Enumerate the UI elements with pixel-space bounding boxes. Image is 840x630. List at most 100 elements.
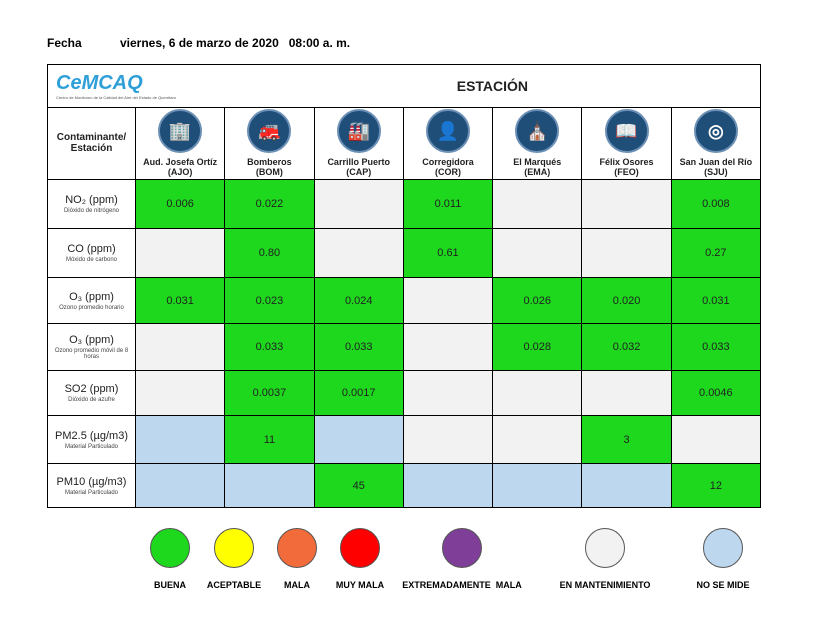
pollutant-label: NO₂ (ppm) Dióxido de nitrógeno bbox=[47, 179, 136, 229]
value-cell bbox=[134, 228, 226, 278]
legend-label: EN MANTENIMIENTO bbox=[559, 580, 651, 590]
value-cell bbox=[134, 323, 226, 371]
value-cell: 0.024 bbox=[313, 277, 404, 324]
station-name: Carrillo Puerto bbox=[327, 157, 390, 167]
building-icon: 🏢 bbox=[158, 109, 203, 153]
value-cell bbox=[402, 370, 494, 416]
legend-color-dot bbox=[277, 528, 317, 568]
value-cell bbox=[313, 179, 404, 229]
pollutant-label: CO (ppm) Móxido de carbono bbox=[47, 228, 136, 278]
table-row: O₃ (ppm) Ozono promedio horario 0.031 0.023… bbox=[47, 277, 762, 324]
fecha-value: viernes, 6 de marzo de 2020 08:00 a. m. bbox=[120, 36, 351, 50]
table-row: O₃ (ppm) Ozono promedio móvil de 8 horas 0… bbox=[47, 323, 762, 371]
value-cell: 0.028 bbox=[492, 323, 583, 371]
value-cell: 0.0046 bbox=[670, 370, 762, 416]
station-name: Bomberos bbox=[247, 157, 292, 167]
table-row: CO (ppm) Móxido de carbono 0.80 0.61 0.27 bbox=[47, 228, 762, 278]
value-cell: 0.033 bbox=[313, 323, 404, 371]
station-header: 🏢 Aud. Josefa Ortíz (AJO) bbox=[134, 107, 226, 180]
value-cell: 11 bbox=[224, 415, 315, 464]
value-cell: 12 bbox=[670, 463, 762, 508]
cemcaq-logo: CeMCAQ Centro de Monitoreo de la Calidad… bbox=[46, 64, 225, 108]
station-code: (BOM) bbox=[255, 167, 283, 177]
legend-item: MALA bbox=[272, 528, 322, 590]
station-header: 👤 Corregidora (COR) bbox=[402, 107, 494, 180]
factory-icon: 🏭 bbox=[336, 109, 381, 153]
legend-color-dot bbox=[340, 528, 380, 568]
station-code: (SJU) bbox=[704, 167, 728, 177]
station-code: (FEO) bbox=[614, 167, 639, 177]
legend-item: NO SE MIDE bbox=[688, 528, 758, 590]
value-cell: 0.0037 bbox=[224, 370, 315, 416]
value-cell: 0.033 bbox=[224, 323, 315, 371]
value-cell bbox=[402, 415, 494, 464]
table-title: ESTACIÓN bbox=[224, 64, 761, 108]
value-cell: 0.033 bbox=[670, 323, 762, 371]
station-name: Aud. Josefa Ortíz bbox=[143, 157, 218, 167]
pollutant-label: PM10 (µg/m3) Material Particulado bbox=[47, 463, 136, 508]
value-cell: 0.011 bbox=[402, 179, 494, 229]
station-header: 📖 Félix Osores (FEO) bbox=[581, 107, 672, 180]
table-row: PM2.5 (µg/m3) Material Particulado 11 3 bbox=[47, 415, 762, 464]
legend-label: MUY MALA bbox=[335, 580, 385, 590]
station-name: Félix Osores bbox=[599, 157, 654, 167]
value-cell: 45 bbox=[313, 463, 404, 508]
value-cell bbox=[402, 277, 494, 324]
value-cell bbox=[134, 415, 226, 464]
value-cell bbox=[581, 179, 672, 229]
value-cell bbox=[224, 463, 315, 508]
value-cell: 0.80 bbox=[224, 228, 315, 278]
pollutant-label: PM2.5 (µg/m3) Material Particulado bbox=[47, 415, 136, 464]
station-code: (EMA) bbox=[524, 167, 551, 177]
value-cell bbox=[581, 370, 672, 416]
value-cell: 0.032 bbox=[581, 323, 672, 371]
church-icon: ⛪ bbox=[515, 109, 560, 153]
fire-truck-icon: 🚒 bbox=[247, 109, 292, 153]
legend-color-dot bbox=[150, 528, 190, 568]
value-cell bbox=[402, 463, 494, 508]
value-cell: 0.0017 bbox=[313, 370, 404, 416]
legend-color-dot bbox=[442, 528, 482, 568]
legend-color-dot bbox=[214, 528, 254, 568]
value-cell: 0.026 bbox=[492, 277, 583, 324]
station-code: (CAP) bbox=[346, 167, 372, 177]
table-row: PM10 (µg/m3) Material Particulado 45 12 bbox=[47, 463, 762, 508]
value-cell bbox=[402, 323, 494, 371]
station-header: ⛪ El Marqués (EMA) bbox=[492, 107, 583, 180]
legend-item: EN MANTENIMIENTO bbox=[550, 528, 660, 590]
value-cell bbox=[492, 179, 583, 229]
air-quality-table: CeMCAQ Centro de Monitoreo de la Calidad… bbox=[46, 64, 762, 508]
corner-header: Contaminante/ Estación bbox=[47, 107, 136, 180]
legend-color-dot bbox=[585, 528, 625, 568]
station-name: El Marqués bbox=[513, 157, 562, 167]
value-cell bbox=[492, 415, 583, 464]
value-cell: 3 bbox=[581, 415, 672, 464]
value-cell: 0.031 bbox=[134, 277, 226, 324]
person-head-icon: 👤 bbox=[425, 109, 470, 153]
legend-item: EXTREMADAMENTE MALA bbox=[392, 528, 532, 590]
value-cell bbox=[581, 463, 672, 508]
value-cell: 0.006 bbox=[134, 179, 226, 229]
value-cell: 0.61 bbox=[402, 228, 494, 278]
pollutant-label: O₃ (ppm) Ozono promedio móvil de 8 horas bbox=[47, 323, 136, 371]
value-cell: 0.008 bbox=[670, 179, 762, 229]
legend-label: NO SE MIDE bbox=[696, 580, 750, 590]
legend-item: ACEPTABLE bbox=[204, 528, 264, 590]
legend-label: EXTREMADAMENTE MALA bbox=[402, 580, 522, 590]
station-header: 🚒 Bomberos (BOM) bbox=[224, 107, 315, 180]
legend-label: BUENA bbox=[153, 580, 186, 590]
value-cell: 0.031 bbox=[670, 277, 762, 324]
value-cell bbox=[313, 228, 404, 278]
station-name: Corregidora bbox=[422, 157, 474, 167]
station-header: ◎ San Juan del Río (SJU) bbox=[670, 107, 762, 180]
seal-icon: ◎ bbox=[693, 109, 738, 153]
value-cell bbox=[134, 370, 226, 416]
legend-item: MUY MALA bbox=[330, 528, 390, 590]
value-cell bbox=[670, 415, 762, 464]
station-header: 🏭 Carrillo Puerto (CAP) bbox=[313, 107, 404, 180]
station-name: San Juan del Río bbox=[679, 157, 753, 167]
value-cell: 0.022 bbox=[224, 179, 315, 229]
legend-item: BUENA bbox=[140, 528, 200, 590]
value-cell bbox=[313, 415, 404, 464]
fecha-label: Fecha bbox=[47, 36, 82, 50]
